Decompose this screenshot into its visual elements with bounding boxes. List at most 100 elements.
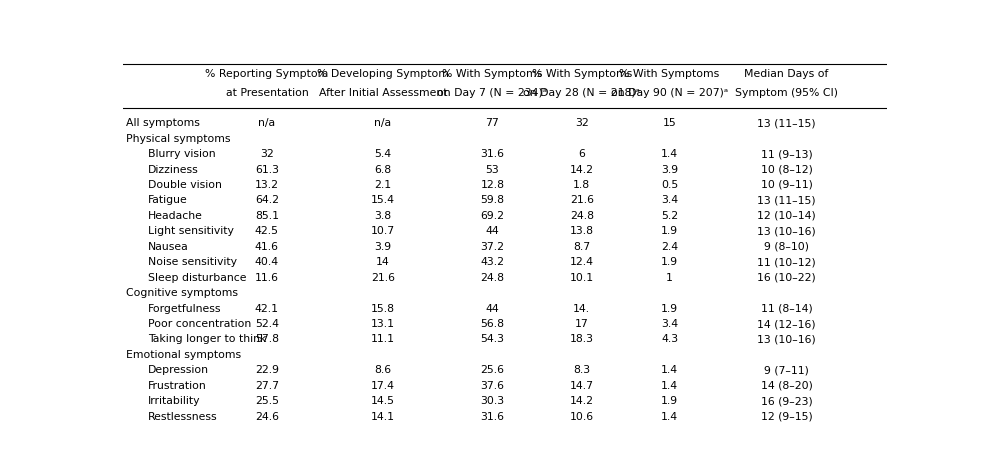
- Text: 17.4: 17.4: [371, 380, 395, 390]
- Text: 10.6: 10.6: [570, 411, 594, 421]
- Text: 2.1: 2.1: [375, 180, 391, 190]
- Text: 21.6: 21.6: [371, 272, 395, 282]
- Text: Headache: Headache: [148, 210, 202, 220]
- Text: 14.5: 14.5: [371, 395, 395, 405]
- Text: 32: 32: [260, 149, 274, 159]
- Text: 59.8: 59.8: [480, 195, 504, 205]
- Text: 13 (11–15): 13 (11–15): [757, 118, 815, 128]
- Text: 8.3: 8.3: [573, 364, 591, 374]
- Text: 42.1: 42.1: [255, 303, 279, 313]
- Text: 12.4: 12.4: [570, 257, 594, 267]
- Text: 16 (10–22): 16 (10–22): [757, 272, 815, 282]
- Text: 1.9: 1.9: [661, 395, 678, 405]
- Text: 43.2: 43.2: [480, 257, 504, 267]
- Text: 3.4: 3.4: [661, 318, 678, 329]
- Text: 22.9: 22.9: [255, 364, 279, 374]
- Text: 8.7: 8.7: [573, 241, 591, 251]
- Text: % With Symptoms: % With Symptoms: [619, 69, 720, 79]
- Text: 15.8: 15.8: [371, 303, 395, 313]
- Text: 15: 15: [663, 118, 676, 128]
- Text: 14: 14: [377, 257, 389, 267]
- Text: 31.6: 31.6: [480, 149, 504, 159]
- Text: 1.9: 1.9: [661, 257, 678, 267]
- Text: Double vision: Double vision: [148, 180, 222, 190]
- Text: All symptoms: All symptoms: [125, 118, 199, 128]
- Text: 42.5: 42.5: [255, 226, 279, 236]
- Text: Blurry vision: Blurry vision: [148, 149, 215, 159]
- Text: Fatigue: Fatigue: [148, 195, 187, 205]
- Text: 9 (8–10): 9 (8–10): [764, 241, 810, 251]
- Text: 14 (12–16): 14 (12–16): [757, 318, 815, 329]
- Text: 0.5: 0.5: [661, 180, 678, 190]
- Text: 6.8: 6.8: [375, 164, 391, 174]
- Text: Nausea: Nausea: [148, 241, 188, 251]
- Text: 31.6: 31.6: [480, 411, 504, 421]
- Text: 10 (8–12): 10 (8–12): [760, 164, 812, 174]
- Text: % With Symptoms: % With Symptoms: [442, 69, 542, 79]
- Text: on Day 90 (N = 207)ᵃ: on Day 90 (N = 207)ᵃ: [611, 88, 729, 98]
- Text: Irritability: Irritability: [148, 395, 200, 405]
- Text: 14.2: 14.2: [570, 395, 594, 405]
- Text: 85.1: 85.1: [255, 210, 279, 220]
- Text: Taking longer to think: Taking longer to think: [148, 334, 266, 344]
- Text: Forgetfulness: Forgetfulness: [148, 303, 221, 313]
- Text: Emotional symptoms: Emotional symptoms: [125, 349, 241, 359]
- Text: 5.4: 5.4: [375, 149, 391, 159]
- Text: on Day 28 (N = 218)ᵃ: on Day 28 (N = 218)ᵃ: [524, 88, 640, 98]
- Text: 13 (11–15): 13 (11–15): [757, 195, 815, 205]
- Text: at Presentation: at Presentation: [226, 88, 309, 98]
- Text: 37.6: 37.6: [480, 380, 504, 390]
- Text: 14.: 14.: [573, 303, 591, 313]
- Text: 12 (10–14): 12 (10–14): [757, 210, 815, 220]
- Text: 24.6: 24.6: [255, 411, 279, 421]
- Text: 21.6: 21.6: [570, 195, 594, 205]
- Text: 5.2: 5.2: [661, 210, 678, 220]
- Text: 13.2: 13.2: [255, 180, 279, 190]
- Text: Sleep disturbance: Sleep disturbance: [148, 272, 246, 282]
- Text: Dizziness: Dizziness: [148, 164, 198, 174]
- Text: 10.1: 10.1: [570, 272, 594, 282]
- Text: After Initial Assessment: After Initial Assessment: [318, 88, 448, 98]
- Text: Frustration: Frustration: [148, 380, 206, 390]
- Text: Cognitive symptoms: Cognitive symptoms: [125, 288, 238, 298]
- Text: 10 (9–11): 10 (9–11): [760, 180, 812, 190]
- Text: 13 (10–16): 13 (10–16): [757, 334, 815, 344]
- Text: 3.4: 3.4: [661, 195, 678, 205]
- Text: 3.9: 3.9: [375, 241, 391, 251]
- Text: 69.2: 69.2: [480, 210, 504, 220]
- Text: Noise sensitivity: Noise sensitivity: [148, 257, 237, 267]
- Text: 16 (9–23): 16 (9–23): [760, 395, 812, 405]
- Text: 13.1: 13.1: [371, 318, 395, 329]
- Text: 1.9: 1.9: [661, 303, 678, 313]
- Text: 3.8: 3.8: [375, 210, 391, 220]
- Text: 25.6: 25.6: [480, 364, 504, 374]
- Text: 77: 77: [485, 118, 499, 128]
- Text: 12.8: 12.8: [480, 180, 504, 190]
- Text: 14 (8–20): 14 (8–20): [760, 380, 812, 390]
- Text: 14.1: 14.1: [371, 411, 395, 421]
- Text: 13.8: 13.8: [570, 226, 594, 236]
- Text: 57.8: 57.8: [255, 334, 279, 344]
- Text: 54.3: 54.3: [480, 334, 504, 344]
- Text: 10.7: 10.7: [371, 226, 395, 236]
- Text: 37.2: 37.2: [480, 241, 504, 251]
- Text: 24.8: 24.8: [570, 210, 594, 220]
- Text: 18.3: 18.3: [570, 334, 594, 344]
- Text: 53: 53: [485, 164, 499, 174]
- Text: 32: 32: [575, 118, 589, 128]
- Text: 14.2: 14.2: [570, 164, 594, 174]
- Text: Physical symptoms: Physical symptoms: [125, 133, 230, 143]
- Text: 61.3: 61.3: [255, 164, 279, 174]
- Text: 44: 44: [485, 226, 499, 236]
- Text: 56.8: 56.8: [480, 318, 504, 329]
- Text: 14.7: 14.7: [570, 380, 594, 390]
- Text: 6: 6: [579, 149, 585, 159]
- Text: 11 (10–12): 11 (10–12): [757, 257, 815, 267]
- Text: 8.6: 8.6: [375, 364, 391, 374]
- Text: 24.8: 24.8: [480, 272, 504, 282]
- Text: 3.9: 3.9: [661, 164, 678, 174]
- Text: 1.9: 1.9: [661, 226, 678, 236]
- Text: 1.4: 1.4: [661, 149, 678, 159]
- Text: % With Symptoms: % With Symptoms: [531, 69, 632, 79]
- Text: 11 (8–14): 11 (8–14): [760, 303, 812, 313]
